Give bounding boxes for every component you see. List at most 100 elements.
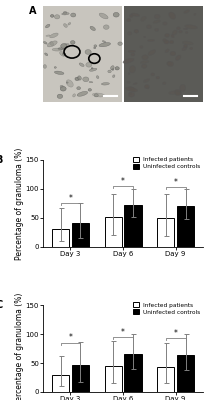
Ellipse shape [143, 79, 150, 82]
Ellipse shape [172, 30, 177, 35]
Text: *: * [69, 334, 73, 342]
Ellipse shape [179, 30, 182, 33]
Ellipse shape [54, 67, 56, 68]
Bar [72, 365, 89, 392]
Ellipse shape [182, 47, 187, 51]
Ellipse shape [62, 53, 66, 55]
Ellipse shape [142, 64, 147, 68]
Ellipse shape [77, 91, 88, 96]
Ellipse shape [171, 35, 174, 38]
Ellipse shape [153, 20, 160, 23]
Text: *: * [174, 178, 178, 187]
Ellipse shape [147, 39, 154, 42]
Ellipse shape [63, 24, 67, 28]
Ellipse shape [46, 24, 50, 28]
Ellipse shape [141, 60, 149, 64]
Y-axis label: Percentage of granuloma (%): Percentage of granuloma (%) [15, 292, 24, 400]
Ellipse shape [83, 77, 89, 82]
FancyBboxPatch shape [43, 6, 122, 102]
Ellipse shape [47, 41, 57, 47]
Ellipse shape [43, 65, 46, 68]
Ellipse shape [128, 73, 130, 75]
Text: *: * [69, 194, 73, 203]
Ellipse shape [194, 13, 196, 16]
Bar [124, 354, 142, 392]
Ellipse shape [94, 45, 97, 47]
Ellipse shape [130, 88, 132, 89]
Ellipse shape [165, 34, 170, 37]
Ellipse shape [61, 44, 67, 48]
FancyBboxPatch shape [124, 6, 203, 102]
Bar [52, 230, 69, 247]
Ellipse shape [128, 32, 132, 35]
FancyBboxPatch shape [124, 6, 203, 102]
Ellipse shape [129, 93, 131, 94]
Ellipse shape [128, 92, 135, 97]
Ellipse shape [123, 58, 134, 63]
Ellipse shape [175, 90, 181, 94]
Ellipse shape [170, 40, 174, 44]
Ellipse shape [177, 27, 180, 30]
Ellipse shape [133, 83, 137, 85]
Ellipse shape [167, 62, 174, 66]
Ellipse shape [63, 12, 67, 14]
Ellipse shape [128, 50, 136, 52]
Ellipse shape [94, 94, 98, 97]
Ellipse shape [164, 40, 169, 44]
Ellipse shape [60, 52, 65, 56]
Text: B: B [0, 155, 3, 165]
Ellipse shape [129, 86, 135, 91]
Ellipse shape [156, 76, 159, 79]
Ellipse shape [91, 68, 93, 69]
Ellipse shape [165, 49, 169, 53]
Ellipse shape [103, 25, 109, 29]
Ellipse shape [131, 13, 139, 16]
Ellipse shape [75, 77, 79, 80]
Ellipse shape [115, 67, 119, 70]
FancyBboxPatch shape [124, 6, 203, 102]
Ellipse shape [112, 75, 115, 78]
Ellipse shape [190, 47, 193, 50]
Ellipse shape [43, 42, 47, 44]
Ellipse shape [70, 40, 75, 44]
Text: *: * [174, 329, 178, 338]
Ellipse shape [90, 26, 95, 30]
Ellipse shape [182, 41, 193, 45]
Ellipse shape [111, 66, 114, 70]
Ellipse shape [185, 25, 197, 29]
Ellipse shape [54, 71, 64, 74]
Ellipse shape [170, 51, 176, 56]
Ellipse shape [148, 50, 156, 55]
Ellipse shape [126, 87, 138, 92]
Ellipse shape [167, 62, 171, 65]
FancyBboxPatch shape [124, 6, 203, 102]
Ellipse shape [101, 82, 109, 85]
Ellipse shape [50, 42, 54, 46]
Ellipse shape [46, 35, 50, 36]
Ellipse shape [131, 53, 135, 56]
Ellipse shape [99, 13, 108, 19]
Ellipse shape [89, 68, 97, 71]
Ellipse shape [129, 66, 136, 73]
Ellipse shape [58, 48, 65, 50]
Bar [177, 206, 194, 247]
Ellipse shape [54, 15, 60, 19]
Text: C: C [0, 300, 3, 310]
Ellipse shape [118, 42, 122, 46]
Legend: Infected patients, Uninfected controls: Infected patients, Uninfected controls [131, 156, 202, 170]
Ellipse shape [79, 63, 84, 66]
Ellipse shape [151, 73, 155, 76]
Ellipse shape [45, 53, 48, 56]
Ellipse shape [89, 82, 93, 83]
Ellipse shape [67, 82, 68, 83]
Ellipse shape [184, 44, 187, 48]
Ellipse shape [102, 41, 106, 42]
Bar [177, 355, 194, 392]
FancyBboxPatch shape [124, 6, 203, 102]
Ellipse shape [185, 32, 188, 33]
FancyBboxPatch shape [124, 6, 203, 102]
Ellipse shape [144, 36, 146, 38]
Ellipse shape [176, 55, 181, 60]
Ellipse shape [96, 76, 99, 78]
Ellipse shape [134, 30, 139, 33]
